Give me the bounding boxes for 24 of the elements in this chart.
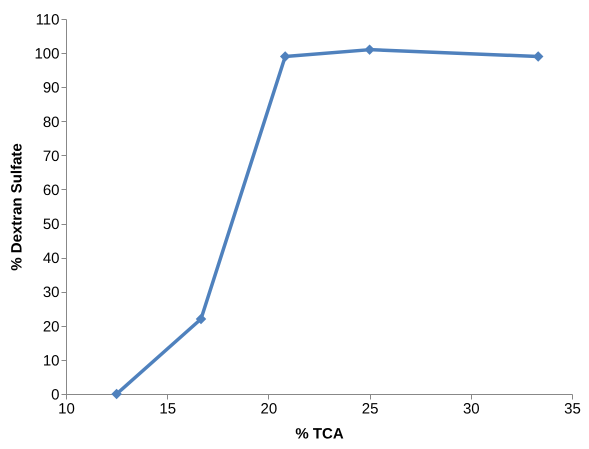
point: [364, 44, 375, 55]
y-tick-label: 90: [42, 80, 60, 97]
y-tick-label: 50: [42, 216, 60, 234]
point: [280, 51, 290, 62]
x-axis-title: % TCA: [295, 426, 344, 442]
y-tick-label: 60: [42, 182, 60, 199]
y-tick-label: 80: [42, 114, 60, 131]
x-tick-label: 30: [462, 400, 480, 418]
y-tick-label: 30: [42, 284, 60, 302]
y-tick-label: 0: [51, 386, 60, 404]
x-tick-label: 20: [260, 400, 278, 418]
x-tick-label: 25: [362, 400, 378, 418]
x-tick-label: 15: [159, 400, 176, 418]
x-tick-label: 10: [58, 400, 75, 418]
y-tick-label: 70: [42, 148, 60, 165]
y-tick-label: 110: [36, 12, 60, 28]
y-axis-title: % Dextran Sulfate: [8, 143, 26, 271]
point: [111, 388, 122, 400]
y-tick-label: 100: [34, 46, 60, 63]
y-tick-label: 10: [42, 352, 60, 370]
point: [196, 314, 206, 324]
y-tick-label: 40: [42, 250, 60, 268]
y-tick-label: 20: [42, 318, 60, 336]
x-tick-label: 35: [564, 400, 581, 418]
